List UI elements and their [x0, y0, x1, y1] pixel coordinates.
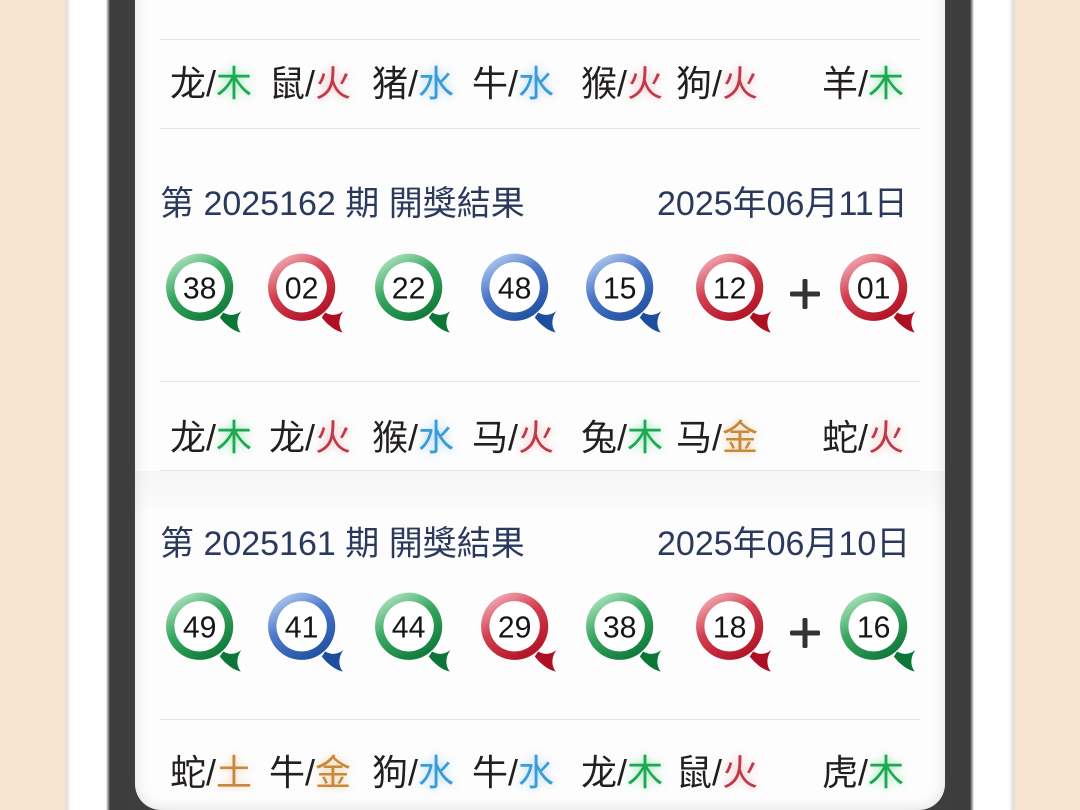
svg-text:44: 44	[392, 611, 426, 644]
svg-text:29: 29	[498, 611, 532, 644]
svg-text:15: 15	[603, 272, 637, 305]
svg-text:22: 22	[392, 272, 426, 305]
svg-text:49: 49	[183, 611, 217, 644]
svg-text:12: 12	[713, 272, 747, 305]
svg-text:41: 41	[285, 611, 319, 644]
svg-text:16: 16	[857, 611, 891, 644]
svg-text:38: 38	[603, 611, 637, 644]
svg-text:48: 48	[498, 272, 532, 305]
svg-text:18: 18	[713, 611, 747, 644]
svg-text:38: 38	[183, 272, 217, 305]
svg-text:02: 02	[285, 272, 319, 305]
svg-text:01: 01	[857, 272, 891, 305]
